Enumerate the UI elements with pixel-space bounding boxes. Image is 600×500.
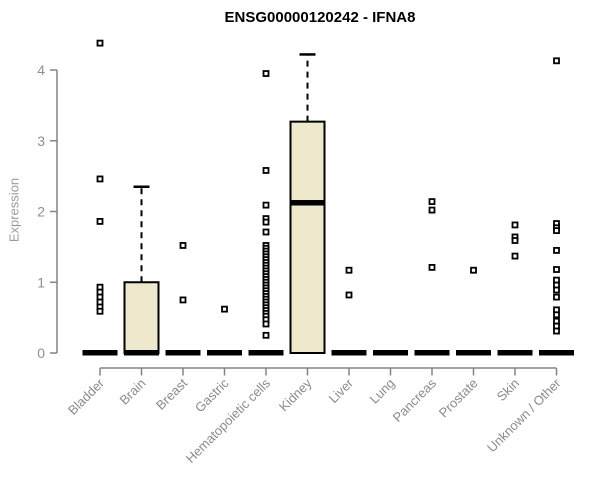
x-category-label: Liver	[326, 375, 357, 406]
outlier-point	[511, 252, 519, 260]
y-tick-label: 1	[37, 274, 45, 290]
outlier-point	[428, 198, 436, 205]
outlier-point	[262, 70, 270, 77]
outlier-point	[553, 247, 560, 254]
y-tick-label: 3	[37, 133, 45, 149]
outlier-point	[262, 201, 270, 209]
outlier-point	[96, 39, 104, 47]
outlier-point	[262, 167, 270, 174]
outlier-point	[553, 57, 560, 65]
outlier-point	[96, 175, 104, 183]
median-line	[124, 350, 159, 356]
y-tick-label: 2	[37, 204, 45, 220]
x-category-label: Kidney	[276, 375, 315, 414]
outlier-point	[262, 218, 270, 226]
outlier-point	[96, 307, 104, 315]
median-line	[456, 350, 491, 356]
outlier-point	[179, 242, 187, 249]
x-category-label: Unknown / Other	[484, 375, 564, 455]
box	[123, 281, 160, 354]
outlier-point	[345, 266, 353, 274]
median-line	[331, 350, 367, 356]
outlier-point	[553, 286, 560, 294]
outlier-point	[511, 221, 519, 229]
outlier-point	[262, 320, 270, 328]
outlier-point	[511, 237, 519, 244]
median-line	[497, 350, 533, 356]
median-line	[373, 350, 408, 356]
outlier-point	[553, 227, 560, 235]
y-tick-label: 4	[37, 62, 45, 78]
outlier-point	[428, 263, 436, 271]
outlier-point	[221, 305, 228, 313]
outlier-point	[553, 293, 560, 301]
outlier-point	[262, 228, 270, 236]
outlier-point	[553, 311, 560, 319]
median-line	[82, 350, 118, 356]
median-line	[539, 350, 574, 356]
chart-title: ENSG00000120242 - IFNA8	[224, 9, 416, 26]
x-category-label: Brain	[117, 376, 149, 408]
median-line	[207, 350, 242, 356]
x-category-label: Prostate	[436, 376, 481, 421]
x-category-label: Gastric	[192, 375, 232, 415]
median-line	[414, 350, 450, 356]
median-line	[290, 200, 325, 206]
x-category-label: Pancreas	[390, 375, 440, 425]
outlier-point	[470, 266, 477, 274]
outlier-point	[553, 266, 560, 273]
box	[289, 120, 326, 354]
median-line	[165, 350, 201, 356]
y-tick-label: 0	[37, 345, 45, 361]
outlier-point	[262, 331, 270, 339]
outlier-point	[553, 327, 560, 335]
x-category-label: Skin	[494, 376, 522, 404]
outlier-point	[428, 206, 436, 214]
outlier-point	[345, 291, 353, 299]
outlier-point	[96, 218, 104, 225]
x-category-label: Breast	[153, 375, 190, 412]
median-line	[248, 350, 284, 356]
x-category-label: Lung	[367, 376, 398, 407]
outlier-point	[179, 296, 187, 304]
x-category-label: Bladder	[65, 375, 108, 418]
